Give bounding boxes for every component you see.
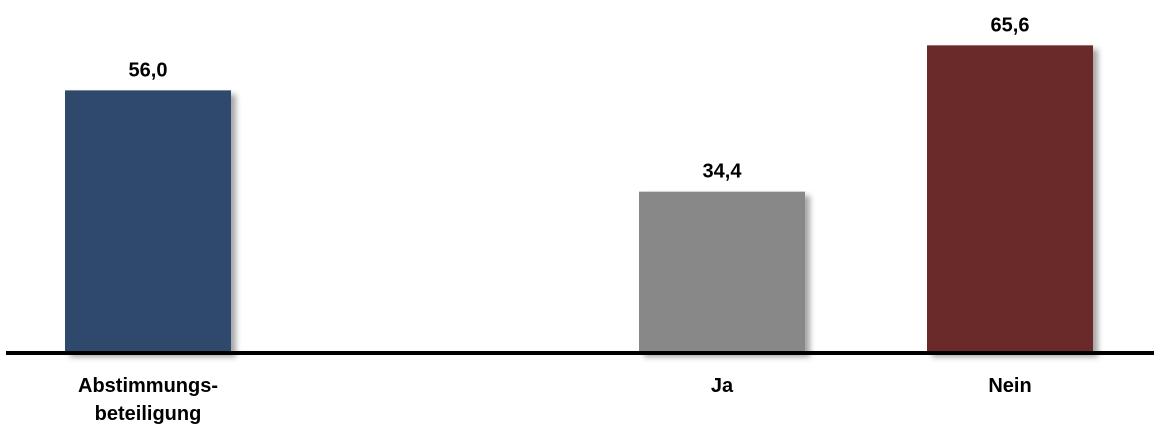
bar-1 bbox=[639, 191, 805, 353]
category-label-0-line-0: Abstimmungs- bbox=[78, 375, 218, 397]
value-label-2: 65,6 bbox=[991, 14, 1030, 36]
category-label-2-line-0: Nein bbox=[988, 375, 1031, 397]
value-label-0: 56,0 bbox=[129, 59, 168, 81]
category-label-0-line-1: beteiligung bbox=[95, 403, 202, 425]
category-label-1-line-0: Ja bbox=[711, 375, 734, 397]
value-labels-group: 56,0 34,4 65,6 bbox=[129, 14, 1030, 182]
category-labels-group: Abstimmungs-beteiligung Ja Nein bbox=[78, 375, 1032, 425]
bar-0 bbox=[65, 90, 231, 354]
value-label-1: 34,4 bbox=[703, 161, 743, 183]
bars-group bbox=[65, 45, 1093, 354]
bar-2 bbox=[927, 45, 1093, 353]
